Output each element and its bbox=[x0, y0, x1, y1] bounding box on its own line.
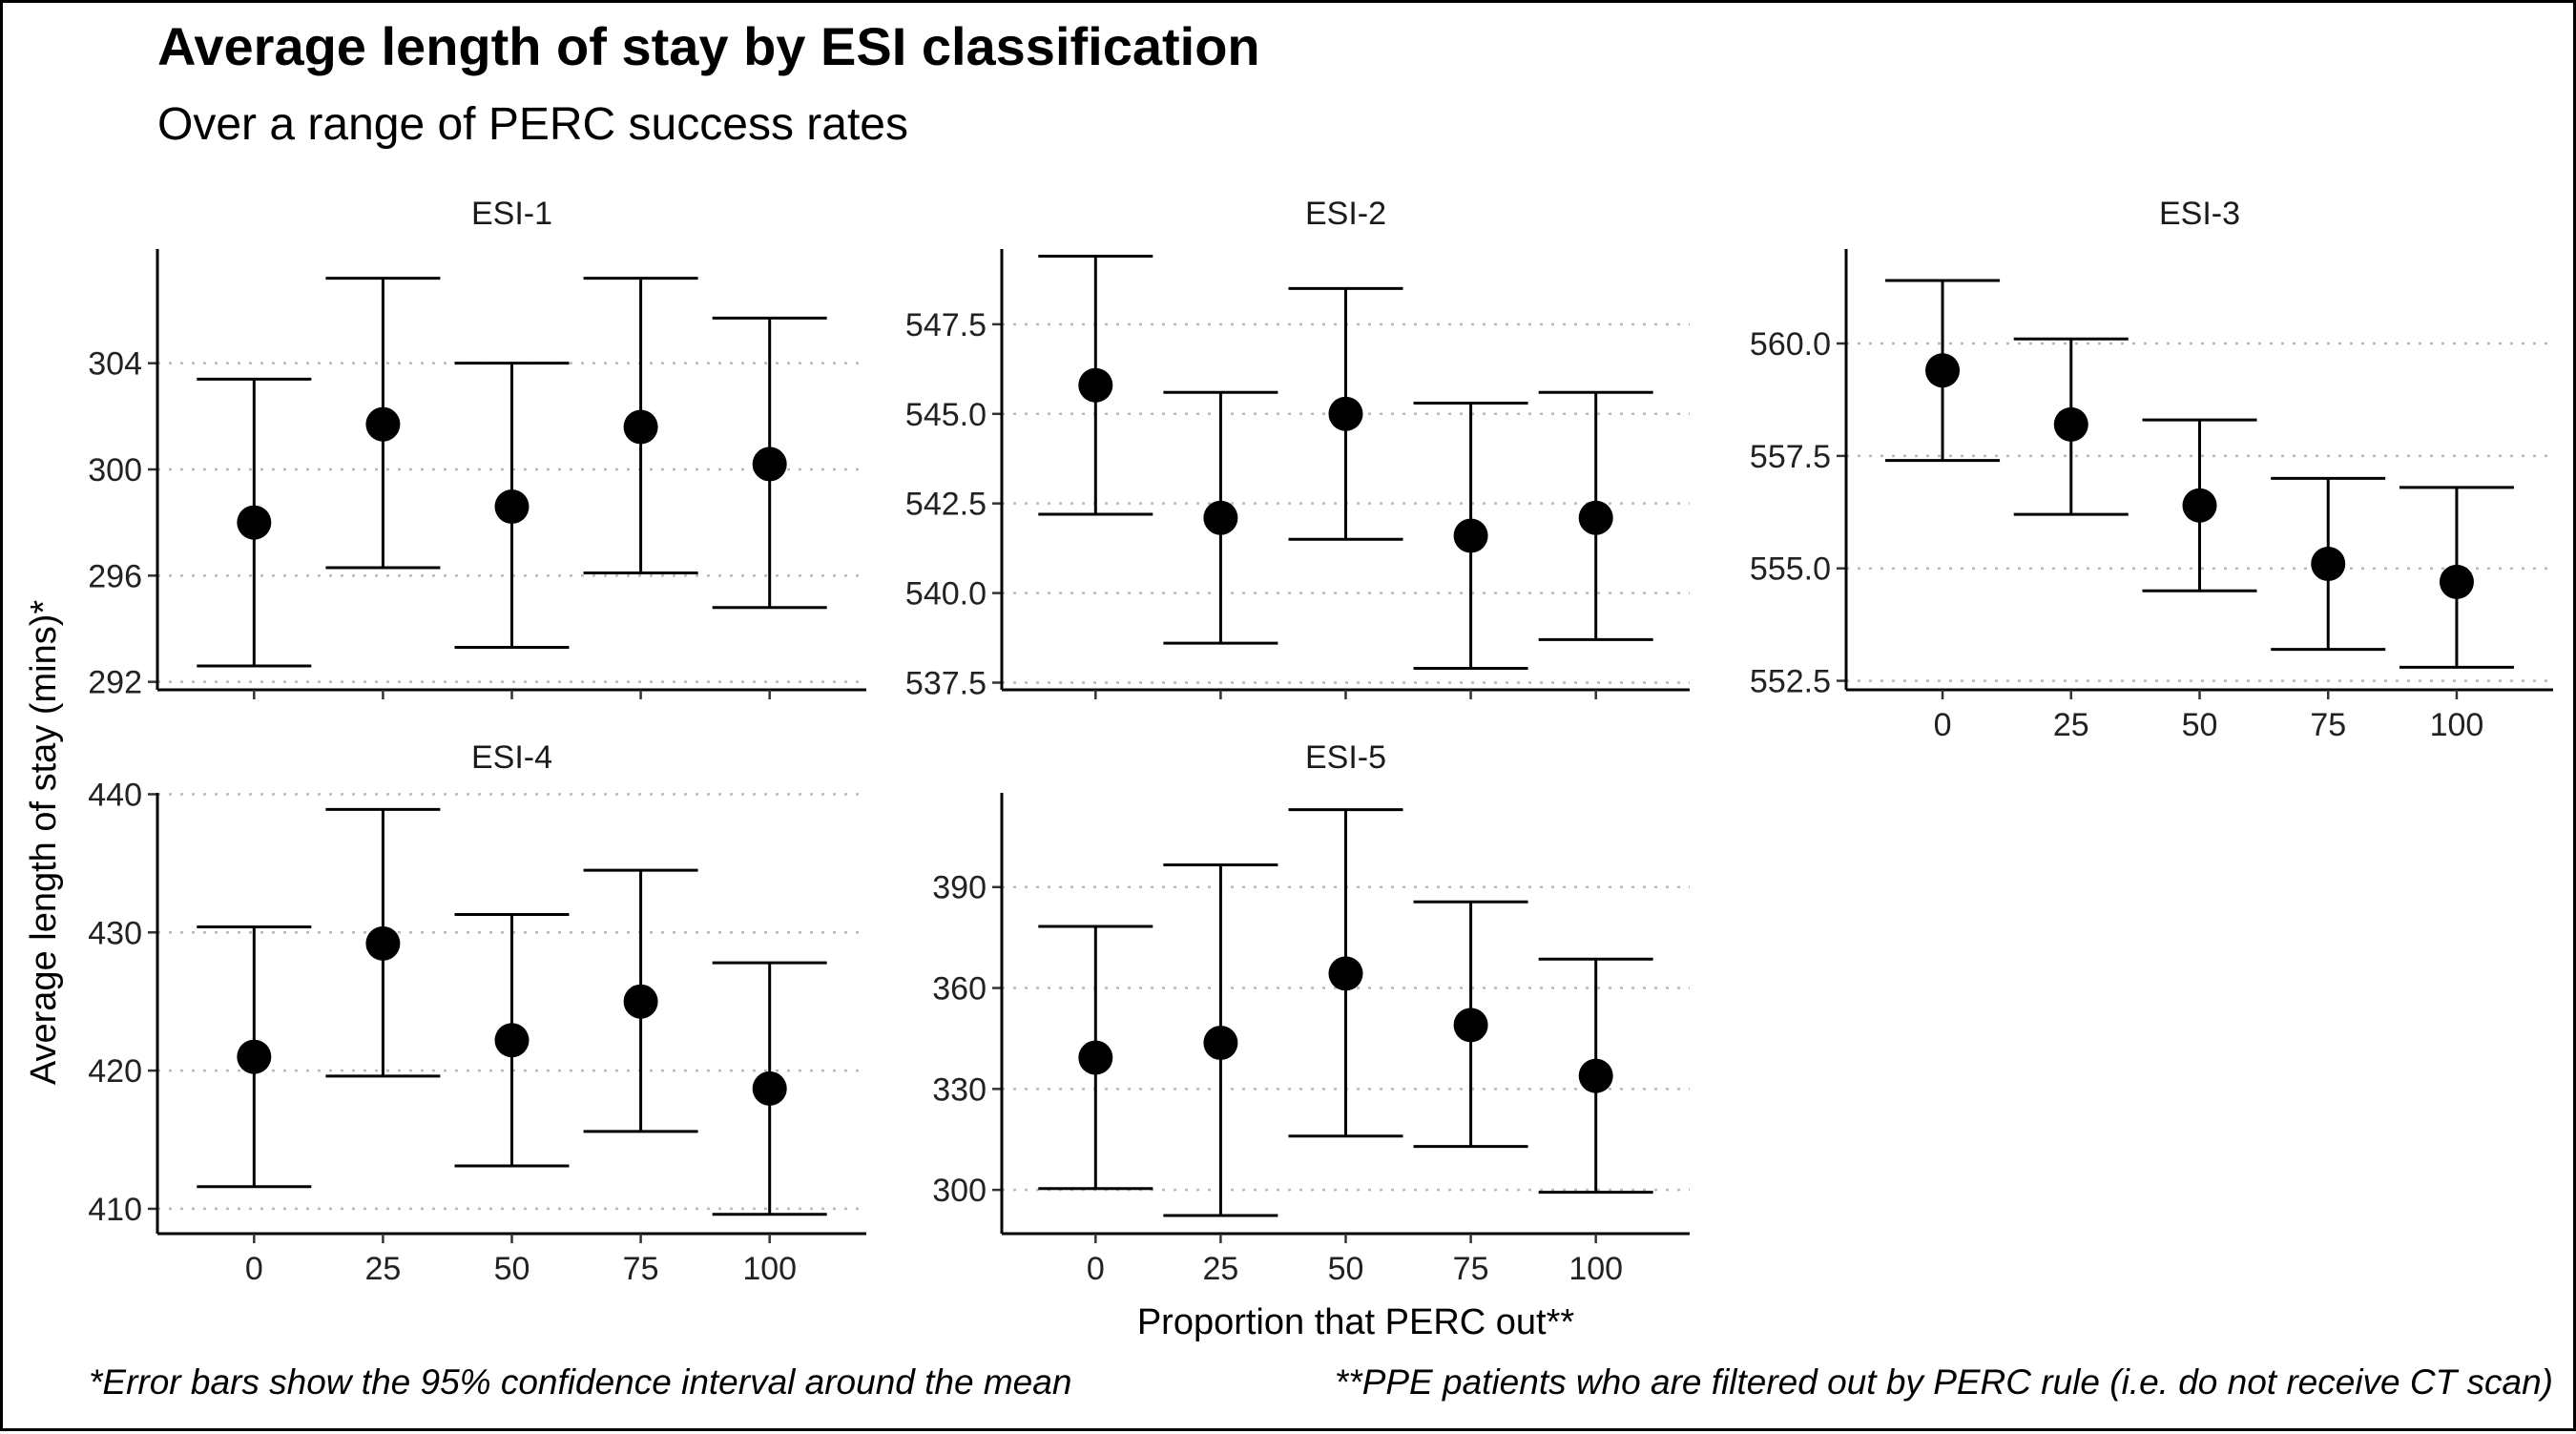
y-tick-label: 420 bbox=[88, 1053, 142, 1090]
x-tick-label: 75 bbox=[2310, 707, 2346, 743]
mean-point bbox=[623, 984, 658, 1019]
x-tick-label: 25 bbox=[2053, 707, 2089, 743]
mean-point bbox=[1078, 367, 1113, 403]
mean-point bbox=[237, 505, 272, 540]
panel-esi-3: ESI-3 552.5 555.0 557.5 560.0 0 25 50 75 100 bbox=[1750, 196, 2553, 743]
x-tick-label: 100 bbox=[742, 1251, 797, 1287]
mean-point bbox=[623, 409, 658, 445]
mean-point bbox=[1328, 396, 1363, 431]
panel-esi-5: ESI-5 300 330 360 390 0 25 50 75 100 bbox=[932, 739, 1690, 1287]
y-axis-title: Average length of stay (mins)* bbox=[24, 600, 64, 1086]
caption-left: *Error bars show the 95% confidence inte… bbox=[89, 1362, 1071, 1402]
x-tick-label: 50 bbox=[1328, 1251, 1364, 1287]
y-tick-label: 555.0 bbox=[1750, 551, 1831, 588]
mean-point bbox=[1453, 1008, 1488, 1043]
y-tick-label: 296 bbox=[88, 558, 142, 594]
panel-esi-1: ESI-1 292 296 300 304 bbox=[88, 196, 866, 701]
mean-point bbox=[494, 1023, 530, 1058]
y-tick-label: 300 bbox=[88, 452, 142, 488]
panel-label-esi-5: ESI-5 bbox=[1305, 739, 1386, 776]
y-tick-label: 304 bbox=[88, 346, 142, 383]
y-tick-label: 557.5 bbox=[1750, 439, 1831, 475]
mean-point bbox=[365, 406, 401, 442]
panel-label-esi-4: ESI-4 bbox=[471, 739, 552, 776]
mean-point bbox=[1578, 1058, 1613, 1093]
y-tick-label: 540.0 bbox=[905, 576, 987, 613]
mean-point bbox=[1453, 518, 1488, 553]
y-tick-label: 547.5 bbox=[905, 307, 987, 343]
y-tick-label: 300 bbox=[932, 1173, 987, 1209]
y-tick-label: 552.5 bbox=[1750, 664, 1831, 700]
panel-esi-4: ESI-4 410 420 430 440 0 25 50 75 100 bbox=[88, 739, 866, 1287]
mean-point bbox=[2311, 547, 2346, 581]
x-tick-label: 25 bbox=[364, 1251, 401, 1287]
x-tick-label: 50 bbox=[2182, 707, 2218, 743]
mean-point bbox=[1203, 1026, 1238, 1061]
y-tick-label: 542.5 bbox=[905, 487, 987, 523]
y-tick-label: 410 bbox=[88, 1192, 142, 1228]
mean-point bbox=[237, 1039, 272, 1074]
y-tick-label: 390 bbox=[932, 870, 987, 906]
panel-label-esi-3: ESI-3 bbox=[2159, 196, 2240, 232]
mean-point bbox=[2053, 406, 2088, 442]
x-axis-title: Proportion that PERC out** bbox=[1137, 1302, 1575, 1342]
mean-point bbox=[2439, 564, 2474, 599]
mean-point bbox=[752, 447, 787, 482]
panel-label-esi-2: ESI-2 bbox=[1305, 196, 1386, 232]
y-tick-label: 537.5 bbox=[905, 665, 987, 701]
y-tick-label: 440 bbox=[88, 777, 142, 813]
panel-label-esi-1: ESI-1 bbox=[471, 196, 552, 232]
y-tick-label: 560.0 bbox=[1750, 326, 1831, 363]
x-tick-label: 75 bbox=[1453, 1251, 1489, 1287]
x-tick-label: 0 bbox=[245, 1251, 263, 1287]
mean-point bbox=[2182, 488, 2217, 523]
x-tick-label: 50 bbox=[494, 1251, 530, 1287]
x-tick-label: 0 bbox=[1087, 1251, 1105, 1287]
mean-point bbox=[494, 488, 530, 524]
y-tick-label: 360 bbox=[932, 971, 987, 1008]
y-tick-label: 430 bbox=[88, 915, 142, 951]
y-tick-label: 330 bbox=[932, 1071, 987, 1108]
caption-right: **PPE patients who are filtered out by P… bbox=[1335, 1362, 2553, 1402]
y-tick-label: 545.0 bbox=[905, 397, 987, 433]
mean-point bbox=[1078, 1040, 1113, 1075]
mean-point bbox=[1925, 353, 1961, 388]
mean-point bbox=[365, 925, 401, 961]
x-tick-label: 75 bbox=[623, 1251, 659, 1287]
chart-title: Average length of stay by ESI classifica… bbox=[157, 16, 1260, 76]
mean-point bbox=[752, 1070, 787, 1106]
x-tick-label: 25 bbox=[1202, 1251, 1238, 1287]
y-tick-label: 292 bbox=[88, 665, 142, 701]
x-tick-label: 0 bbox=[1934, 707, 1952, 743]
chart-figure: Average length of stay by ESI classifica… bbox=[24, 16, 2553, 1402]
x-tick-label: 100 bbox=[2430, 707, 2484, 743]
mean-point bbox=[1203, 500, 1238, 535]
facet-panels: ESI-1 292 296 300 304 ESI-2 537.5 540.0 542.5 545… bbox=[88, 196, 2553, 1287]
x-tick-label: 100 bbox=[1568, 1251, 1623, 1287]
panel-esi-2: ESI-2 537.5 540.0 542.5 545.0 547.5 bbox=[905, 196, 1690, 701]
mean-point bbox=[1578, 500, 1613, 535]
chart-subtitle: Over a range of PERC success rates bbox=[157, 99, 908, 150]
mean-point bbox=[1328, 956, 1363, 991]
